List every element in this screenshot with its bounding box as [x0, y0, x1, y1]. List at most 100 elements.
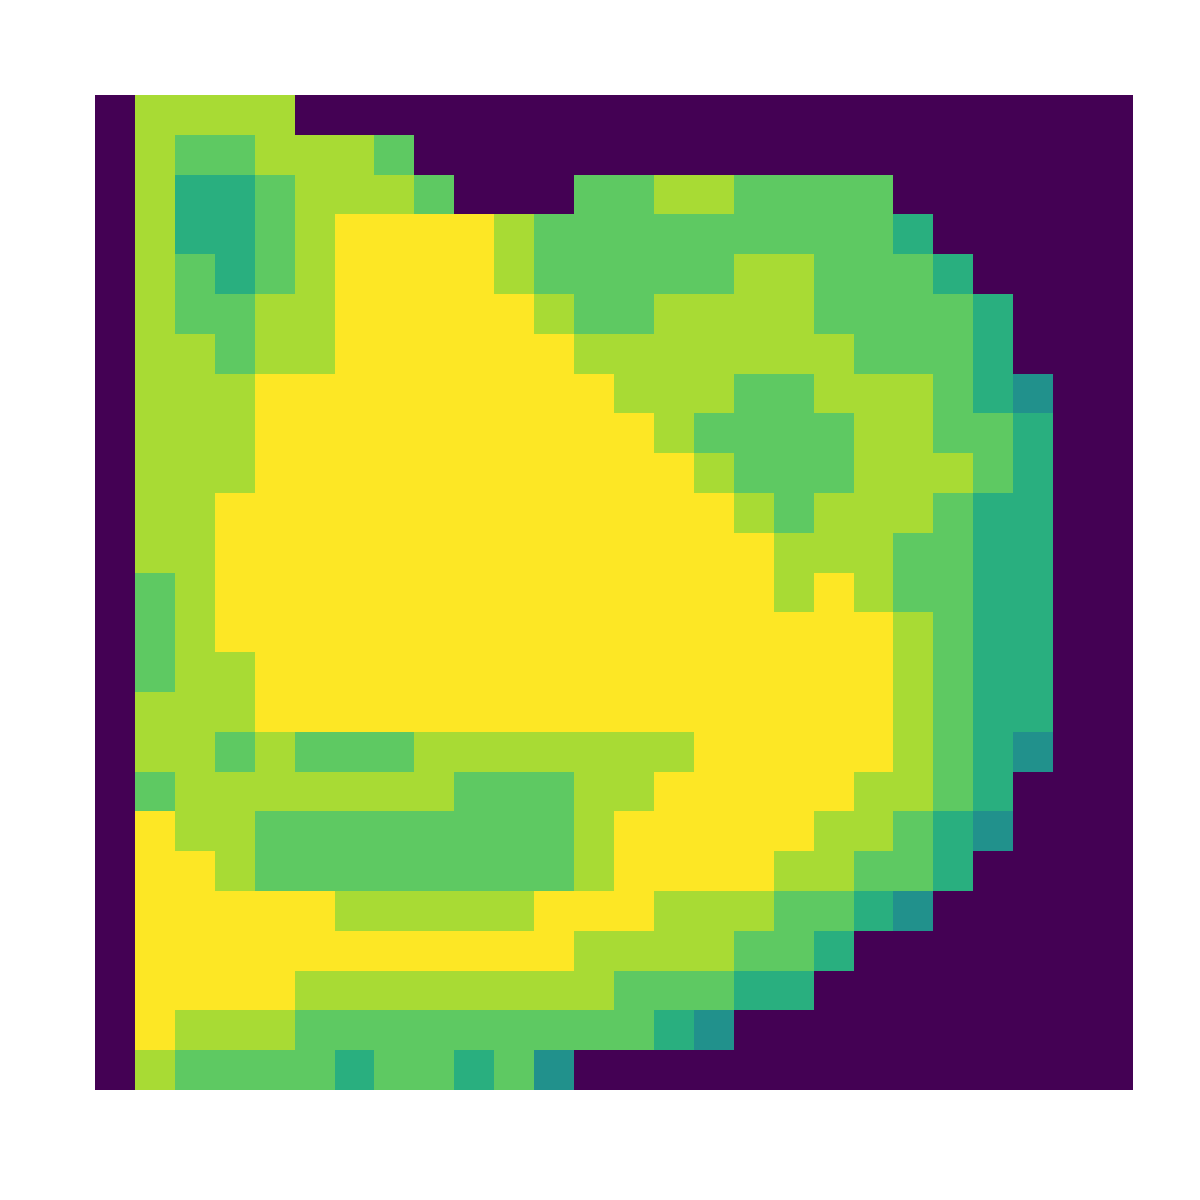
heatmap-cell: [854, 692, 895, 732]
chart: [0, 0, 1200, 1200]
heatmap-cell: [574, 732, 615, 772]
heatmap-cell: [335, 254, 376, 294]
heatmap-cell: [414, 95, 455, 135]
heatmap-cell: [1093, 374, 1133, 414]
heatmap-cell: [255, 772, 296, 812]
heatmap-cell: [215, 772, 256, 812]
heatmap-cell: [1053, 493, 1094, 533]
heatmap-cell: [1093, 692, 1133, 732]
heatmap-cell: [734, 612, 775, 652]
heatmap-cell: [734, 573, 775, 613]
heatmap-cell: [335, 931, 376, 971]
heatmap-cell: [255, 453, 296, 493]
heatmap-cell: [295, 334, 336, 374]
heatmap-cell: [295, 214, 336, 254]
heatmap-cell: [534, 692, 575, 732]
heatmap-cell: [734, 1010, 775, 1050]
heatmap-cell: [654, 135, 695, 175]
heatmap-cell: [933, 135, 974, 175]
heatmap-cell: [734, 533, 775, 573]
heatmap-cell: [215, 612, 256, 652]
heatmap-cell: [614, 374, 655, 414]
heatmap-cell: [893, 533, 934, 573]
heatmap-cell: [374, 732, 415, 772]
heatmap-cell: [854, 533, 895, 573]
heatmap-cell: [774, 374, 815, 414]
heatmap-cell: [1013, 772, 1054, 812]
heatmap-cell: [893, 95, 934, 135]
heatmap-cell: [295, 612, 336, 652]
heatmap-cell: [574, 214, 615, 254]
heatmap-cell: [893, 931, 934, 971]
heatmap-cell: [614, 214, 655, 254]
heatmap-cell: [614, 95, 655, 135]
heatmap-cell: [933, 732, 974, 772]
heatmap-cell: [175, 652, 216, 692]
heatmap-cell: [95, 493, 136, 533]
heatmap-cell: [694, 533, 735, 573]
heatmap-cell: [534, 772, 575, 812]
heatmap-cell: [814, 732, 855, 772]
heatmap-cell: [814, 931, 855, 971]
heatmap-cell: [734, 493, 775, 533]
heatmap-cell: [255, 533, 296, 573]
heatmap-cell: [95, 95, 136, 135]
heatmap-cell: [574, 254, 615, 294]
heatmap-cell: [574, 175, 615, 215]
heatmap-cell: [614, 772, 655, 812]
heatmap-cell: [215, 811, 256, 851]
heatmap-cell: [854, 931, 895, 971]
heatmap-cell: [175, 413, 216, 453]
heatmap-cell: [534, 334, 575, 374]
heatmap-cell: [654, 493, 695, 533]
heatmap-cell: [574, 573, 615, 613]
heatmap-cell: [1013, 851, 1054, 891]
heatmap-cell: [255, 931, 296, 971]
heatmap-cell: [335, 971, 376, 1011]
heatmap-cell: [414, 135, 455, 175]
heatmap-cell: [215, 175, 256, 215]
heatmap-cell: [175, 811, 216, 851]
heatmap-cell: [95, 135, 136, 175]
heatmap-cell: [774, 214, 815, 254]
heatmap-cell: [614, 692, 655, 732]
heatmap-cell: [814, 254, 855, 294]
heatmap-cell: [694, 772, 735, 812]
heatmap-cell: [135, 612, 176, 652]
heatmap-cell: [893, 135, 934, 175]
heatmap-cell: [95, 533, 136, 573]
heatmap-cell: [574, 1050, 615, 1090]
heatmap-cell: [135, 891, 176, 931]
heatmap-cell: [215, 652, 256, 692]
heatmap-cell: [135, 214, 176, 254]
heatmap-cell: [654, 652, 695, 692]
heatmap-cell: [374, 413, 415, 453]
heatmap-cell: [814, 214, 855, 254]
heatmap-cell: [295, 931, 336, 971]
heatmap-cell: [255, 254, 296, 294]
heatmap-cell: [814, 95, 855, 135]
heatmap-cell: [454, 413, 495, 453]
heatmap-cell: [215, 254, 256, 294]
heatmap-cell: [854, 214, 895, 254]
heatmap-cell: [135, 254, 176, 294]
heatmap-cell: [175, 294, 216, 334]
heatmap-cell: [215, 294, 256, 334]
heatmap-cell: [854, 971, 895, 1011]
heatmap-cell: [654, 772, 695, 812]
heatmap-cell: [175, 851, 216, 891]
heatmap-cell: [734, 971, 775, 1011]
heatmap-cell: [494, 135, 535, 175]
heatmap-cell: [95, 811, 136, 851]
heatmap-cell: [973, 533, 1014, 573]
heatmap-cell: [814, 811, 855, 851]
heatmap-cell: [534, 612, 575, 652]
heatmap-cell: [215, 214, 256, 254]
heatmap-cell: [295, 95, 336, 135]
heatmap-cell: [1013, 1050, 1054, 1090]
heatmap-cell: [1093, 1010, 1133, 1050]
heatmap-cell: [295, 413, 336, 453]
heatmap-cell: [414, 971, 455, 1011]
heatmap-cell: [933, 891, 974, 931]
heatmap-cell: [1053, 772, 1094, 812]
